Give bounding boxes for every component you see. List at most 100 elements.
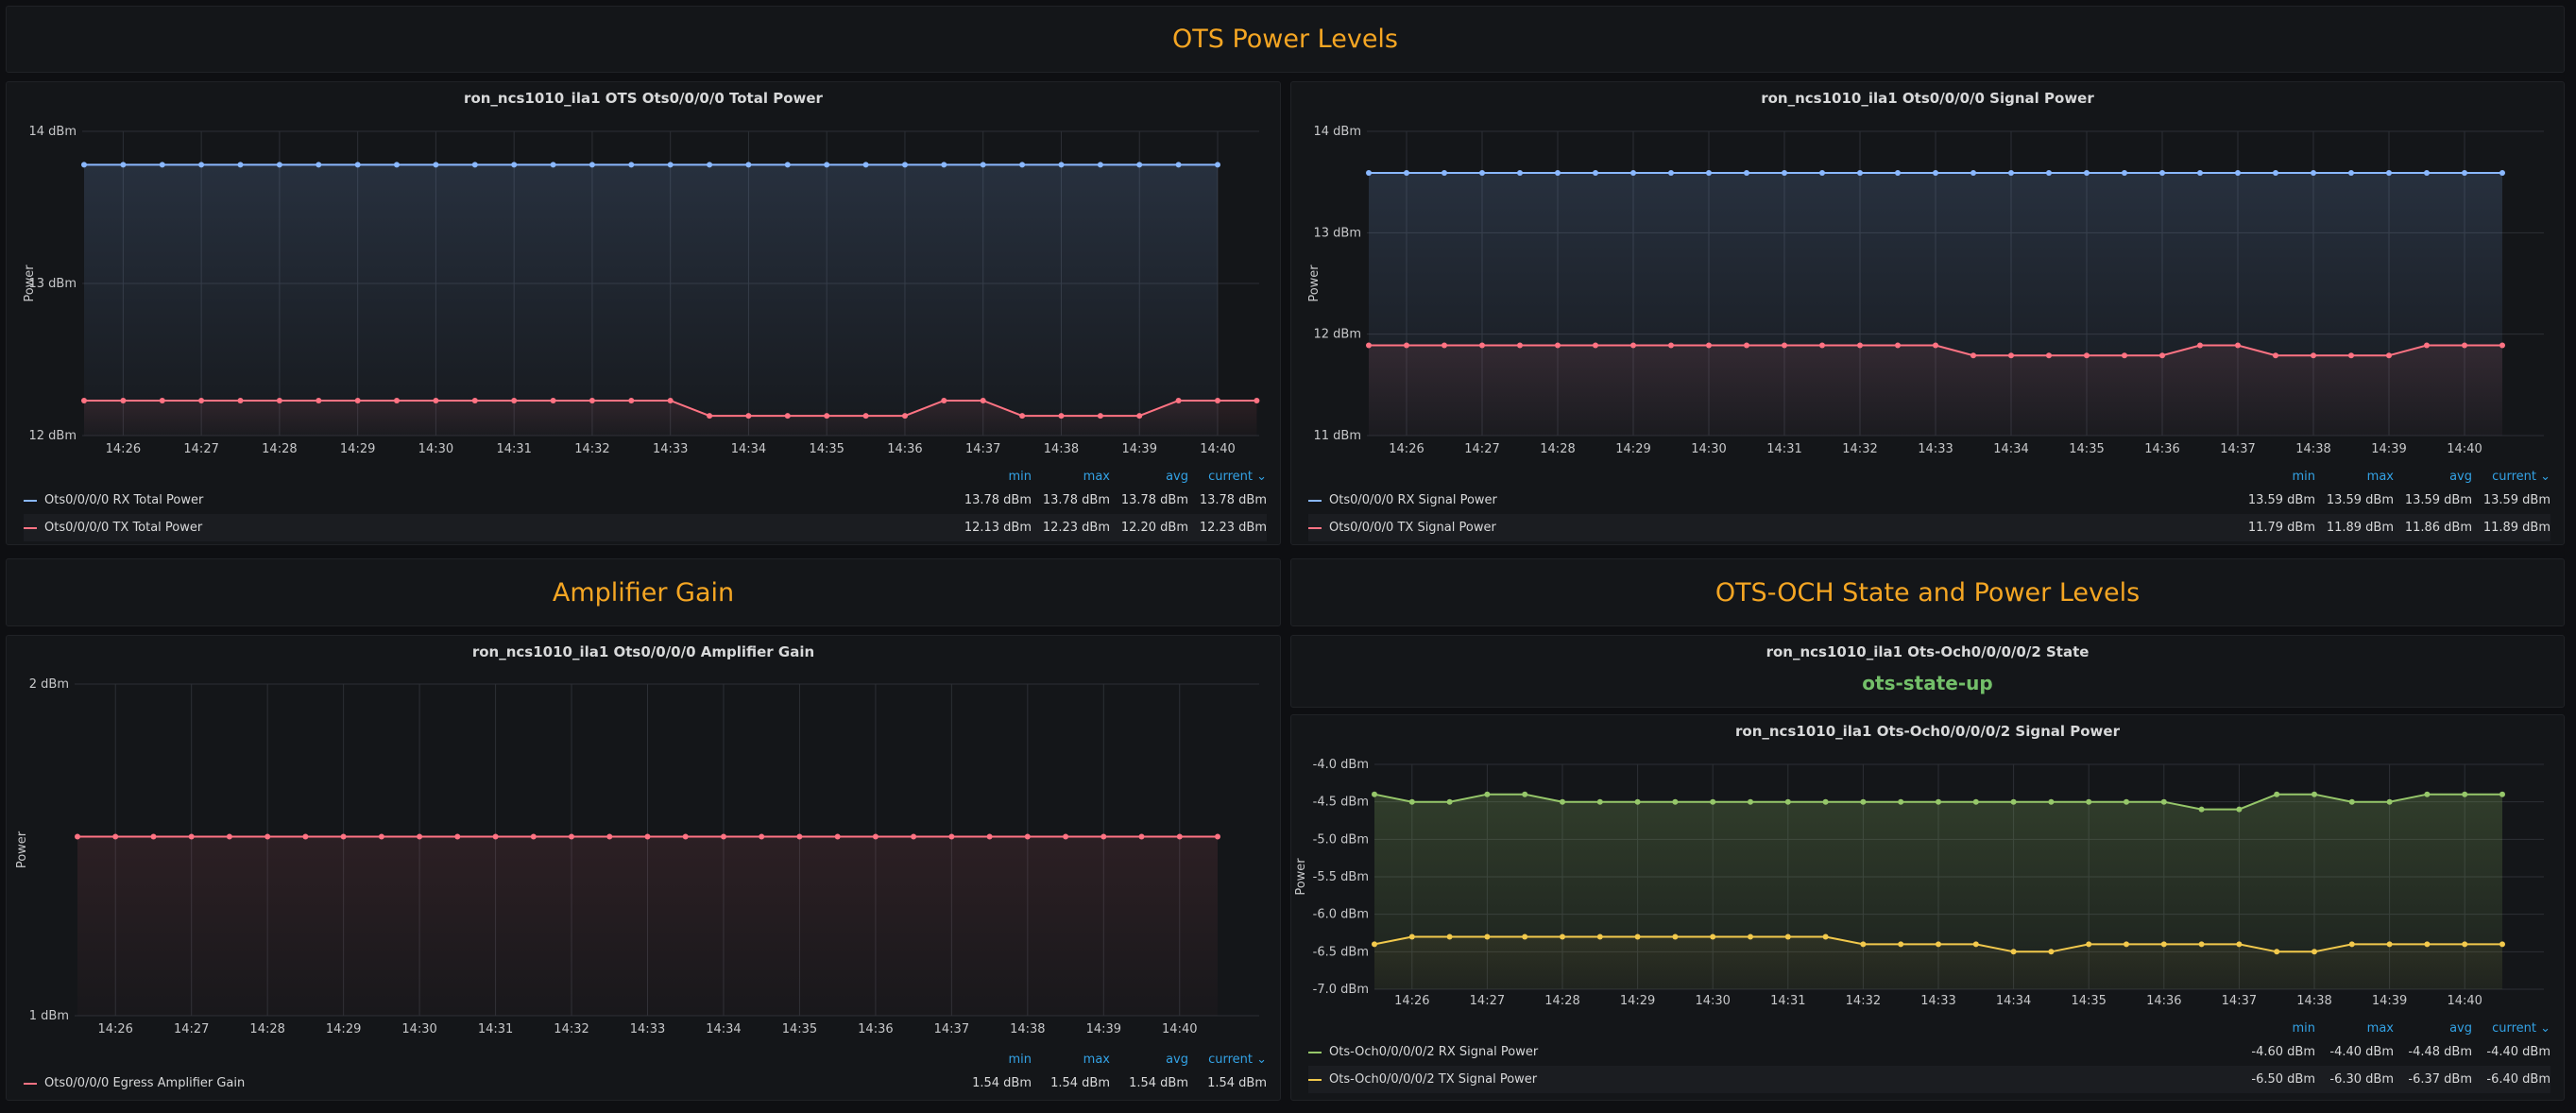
legend-header-min[interactable]: min xyxy=(1008,1052,1032,1067)
data-point xyxy=(302,833,309,840)
legend-min-value: -4.60 dBm xyxy=(2251,1045,2315,1059)
legend-header-max[interactable]: max xyxy=(1083,469,1110,484)
legend-header-avg[interactable]: avg xyxy=(1166,469,1188,484)
legend-series-name[interactable]: Ots0/0/0/0 Egress Amplifier Gain xyxy=(24,1076,953,1090)
data-point xyxy=(2197,342,2203,349)
x-tick-label: 14:30 xyxy=(418,442,453,456)
legend-header: min max avg current ⌄ xyxy=(24,466,1267,487)
legend-header-min[interactable]: min xyxy=(2292,469,2315,484)
legend-header-min[interactable]: min xyxy=(1008,469,1032,484)
x-tick-label: 14:33 xyxy=(630,1022,665,1036)
panel-amplifier-gain[interactable]: ron_ncs1010_ila1 Ots0/0/0/0 Amplifier Ga… xyxy=(6,635,1281,1101)
legend: min max avg current ⌄ Ots-Och0/0/0/0/2 RX Si… xyxy=(1308,1018,2550,1093)
data-point xyxy=(2312,949,2317,955)
legend-row[interactable]: Ots0/0/0/0 TX Total Power 12.13 dBm 12.23 … xyxy=(24,514,1267,541)
data-point xyxy=(1138,833,1145,840)
data-point xyxy=(2159,352,2165,359)
legend-header-max[interactable]: max xyxy=(2366,1020,2394,1036)
data-point xyxy=(667,398,674,403)
x-tick-label: 14:35 xyxy=(2071,994,2106,1008)
legend-header-current[interactable]: current ⌄ xyxy=(2492,469,2550,484)
data-point xyxy=(796,833,803,840)
data-point xyxy=(1970,352,1976,359)
legend-row[interactable]: Ots0/0/0/0 Egress Amplifier Gain 1.54 dBm… xyxy=(24,1070,1267,1097)
data-point xyxy=(550,398,556,403)
legend-header-min[interactable]: min xyxy=(2292,1020,2315,1036)
data-point xyxy=(1366,342,1372,349)
data-point xyxy=(1019,162,1026,168)
data-point xyxy=(1668,342,1674,349)
legend-header-avg[interactable]: avg xyxy=(1166,1052,1188,1067)
x-tick-label: 14:26 xyxy=(1389,442,1424,456)
legend-series-name[interactable]: Ots0/0/0/0 RX Signal Power xyxy=(1308,493,2237,507)
legend-row[interactable]: Ots0/0/0/0 RX Total Power 13.78 dBm 13.78 … xyxy=(24,487,1267,514)
data-point xyxy=(1857,342,1863,349)
data-point xyxy=(1860,941,1867,948)
legend-row[interactable]: Ots0/0/0/0 TX Signal Power 11.79 dBm 11.89… xyxy=(1308,514,2550,541)
panel-title[interactable]: ron_ncs1010_ila1 Ots0/0/0/0 Amplifier Ga… xyxy=(471,643,815,660)
panel-title[interactable]: ron_ncs1010_ila1 Ots0/0/0/0 Signal Power xyxy=(1761,90,2094,107)
legend-row[interactable]: Ots-Och0/0/0/0/2 TX Signal Power -6.50 dB… xyxy=(1308,1066,2550,1093)
panel-signal-power[interactable]: ron_ncs1010_ila1 Ots0/0/0/0 Signal Power… xyxy=(1290,81,2565,545)
panel-title[interactable]: ron_ncs1010_ila1 Ots-Och0/0/0/0/2 Signal… xyxy=(1735,723,2120,740)
legend-max-value: 13.78 dBm xyxy=(1042,493,1110,507)
data-point xyxy=(1593,170,1598,176)
data-point xyxy=(1097,413,1103,420)
section-header-ots-och: OTS-OCH State and Power Levels xyxy=(1290,558,2565,626)
legend: min max avg current ⌄ Ots0/0/0/0 RX Total Po… xyxy=(24,466,1267,541)
data-point xyxy=(1372,941,1377,948)
panel-title[interactable]: ron_ncs1010_ila1 OTS Ots0/0/0/0 Total Po… xyxy=(464,90,823,107)
data-point xyxy=(2046,352,2052,359)
legend-series-name[interactable]: Ots0/0/0/0 RX Total Power xyxy=(24,493,953,507)
x-tick-label: 14:38 xyxy=(2295,442,2330,456)
section-header-amplifier-gain: Amplifier Gain xyxy=(6,558,1281,626)
y-axis-label: Power xyxy=(15,830,29,868)
legend-row[interactable]: Ots-Och0/0/0/0/2 RX Signal Power -4.60 dB… xyxy=(1308,1038,2550,1066)
legend-header-current[interactable]: current ⌄ xyxy=(1208,1052,1267,1067)
data-point xyxy=(2010,798,2017,805)
legend-series-name[interactable]: Ots-Och0/0/0/0/2 RX Signal Power xyxy=(1308,1045,2237,1059)
data-point xyxy=(707,162,713,168)
data-point xyxy=(1479,342,1485,349)
data-point xyxy=(1560,933,1565,940)
data-point xyxy=(433,162,439,168)
legend-max-value: -6.30 dBm xyxy=(2329,1072,2394,1087)
x-tick-label: 14:26 xyxy=(97,1022,132,1036)
panel-och-state[interactable]: ron_ncs1010_ila1 Ots-Och0/0/0/0/2 State … xyxy=(1290,635,2565,708)
panel-total-power[interactable]: ron_ncs1010_ila1 OTS Ots0/0/0/0 Total Po… xyxy=(6,81,1281,545)
y-tick-label: 14 dBm xyxy=(28,125,77,139)
legend-header-current[interactable]: current ⌄ xyxy=(2492,1020,2550,1036)
data-point xyxy=(1822,798,1829,805)
legend-header-avg[interactable]: avg xyxy=(2449,1020,2472,1036)
y-tick-label: -5.0 dBm xyxy=(1313,832,1369,847)
x-tick-label: 14:37 xyxy=(934,1022,969,1036)
legend-avg-value: 13.59 dBm xyxy=(2404,493,2472,507)
panel-title[interactable]: ron_ncs1010_ila1 Ots-Och0/0/0/0/2 State xyxy=(1766,643,2090,660)
data-point xyxy=(1822,933,1829,940)
data-point xyxy=(394,398,400,403)
data-point xyxy=(81,398,87,403)
legend-header-avg[interactable]: avg xyxy=(2449,469,2472,484)
legend-row[interactable]: Ots0/0/0/0 RX Signal Power 13.59 dBm 13.59… xyxy=(1308,487,2550,514)
data-point xyxy=(1408,798,1415,805)
data-point xyxy=(226,833,232,840)
panel-och-signal-power[interactable]: ron_ncs1010_ila1 Ots-Och0/0/0/0/2 Signal… xyxy=(1290,714,2565,1101)
legend-swatch xyxy=(1308,1051,1322,1053)
y-tick-label: 14 dBm xyxy=(1313,125,1361,139)
legend-swatch xyxy=(1308,1078,1322,1081)
legend-series-name[interactable]: Ots0/0/0/0 TX Signal Power xyxy=(1308,521,2237,535)
legend-avg-value: 11.86 dBm xyxy=(2404,521,2472,535)
data-point xyxy=(1895,342,1901,349)
x-tick-label: 14:40 xyxy=(2447,994,2482,1008)
legend-header-max[interactable]: max xyxy=(1083,1052,1110,1067)
x-tick-label: 14:34 xyxy=(1993,442,2028,456)
data-point xyxy=(1522,791,1528,797)
legend-series-name[interactable]: Ots-Och0/0/0/0/2 TX Signal Power xyxy=(1308,1072,2237,1087)
x-tick-label: 14:33 xyxy=(1918,442,1953,456)
series-area xyxy=(1374,936,2502,989)
legend-header-max[interactable]: max xyxy=(2366,469,2394,484)
legend-series-name[interactable]: Ots0/0/0/0 TX Total Power xyxy=(24,521,953,535)
data-point xyxy=(1446,933,1453,940)
data-point xyxy=(2386,941,2393,948)
legend-header-current[interactable]: current ⌄ xyxy=(1208,469,1267,484)
